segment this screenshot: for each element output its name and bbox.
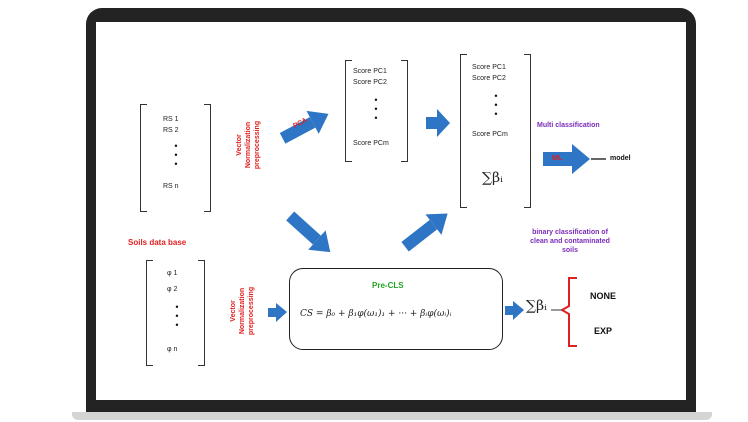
bottom-sum: ∑βᵢ [526,298,547,314]
scores-b-pcm: Score PCm [472,131,508,138]
scores-a-pc1: Score PC1 [353,68,387,75]
laptop-base [72,412,712,420]
pre-cls-title: Pre-CLS [372,281,404,290]
binary-classification-label: binary classification of clean and conta… [515,228,625,255]
preproc-top-line2: Normalization [245,121,252,169]
phi-bracket-left [146,260,153,366]
ml-label: ML [552,155,563,162]
scores-a-bracket-left [345,60,352,162]
scores-b-bracket-left [460,54,467,208]
down-arrow [286,211,331,253]
phi-dots: • • • [175,302,179,330]
scores-b-bracket-right [524,54,531,208]
scores-b-dots: • • • [494,91,498,119]
preproc-top-label: Vector Normalization preprocessing [235,105,265,185]
output-exp: EXP [594,326,613,336]
output-brace [559,277,577,347]
phi-2: φ 2 [167,286,178,293]
pca-arrow [279,110,329,144]
model-label: model [610,155,631,162]
output-none: NONE [590,291,617,301]
phi-1: φ 1 [167,270,178,277]
scores-b-pc1: Score PC1 [472,64,506,71]
scores-a-pcm: Score PCm [353,140,389,147]
rs-bracket-left [140,104,147,212]
scores-a-dots: • • • [374,95,378,123]
phi-bracket-right [198,260,205,366]
preproc-bottom-label: Vector Normalization preprocessing [229,271,259,351]
rs-n: RS n [163,183,179,190]
pre-cls-formula: CS = β₀ + β₁φ(ω₁)₁ + ··· + βᵢφ(ωᵢ)ᵢ [300,309,452,319]
rs-2: RS 2 [163,127,179,134]
binary-line3: soils [562,247,578,254]
rs-bracket-right [204,104,211,212]
scores-a-bracket-right [401,60,408,162]
soils-data-base-label: Soils data base [128,238,187,247]
preproc-bottom-line2: Normalization [239,287,246,335]
pre-cls-box: Pre-CLS CS = β₀ + β₁φ(ω₁)₁ + ··· + βᵢφ(ω… [289,268,503,350]
scores-b-pc2: Score PC2 [472,75,506,82]
rs-1: RS 1 [163,116,179,123]
rs-dots: • • • [174,141,178,169]
output-arrow [505,301,524,320]
multi-classification-label: Multi classification [537,122,600,129]
scores-a-pc2: Score PC2 [353,79,387,86]
preproc-top-line3: preprocessing [254,120,261,170]
binary-line2: clean and contaminated [530,238,610,245]
phi-n: φ n [167,346,178,353]
preproc-arrow [268,303,287,322]
scores-b-sum: ∑βᵢ [482,170,503,186]
ml-arrow [543,144,590,174]
preproc-top-line1: Vector [236,134,243,156]
preproc-bottom-line1: Vector [230,300,237,322]
up-arrow [401,213,448,252]
scores-arrow [426,109,450,137]
preproc-bottom-line3: preprocessing [248,286,255,336]
binary-line1: binary classification of [532,229,608,236]
laptop-screen [96,22,686,400]
